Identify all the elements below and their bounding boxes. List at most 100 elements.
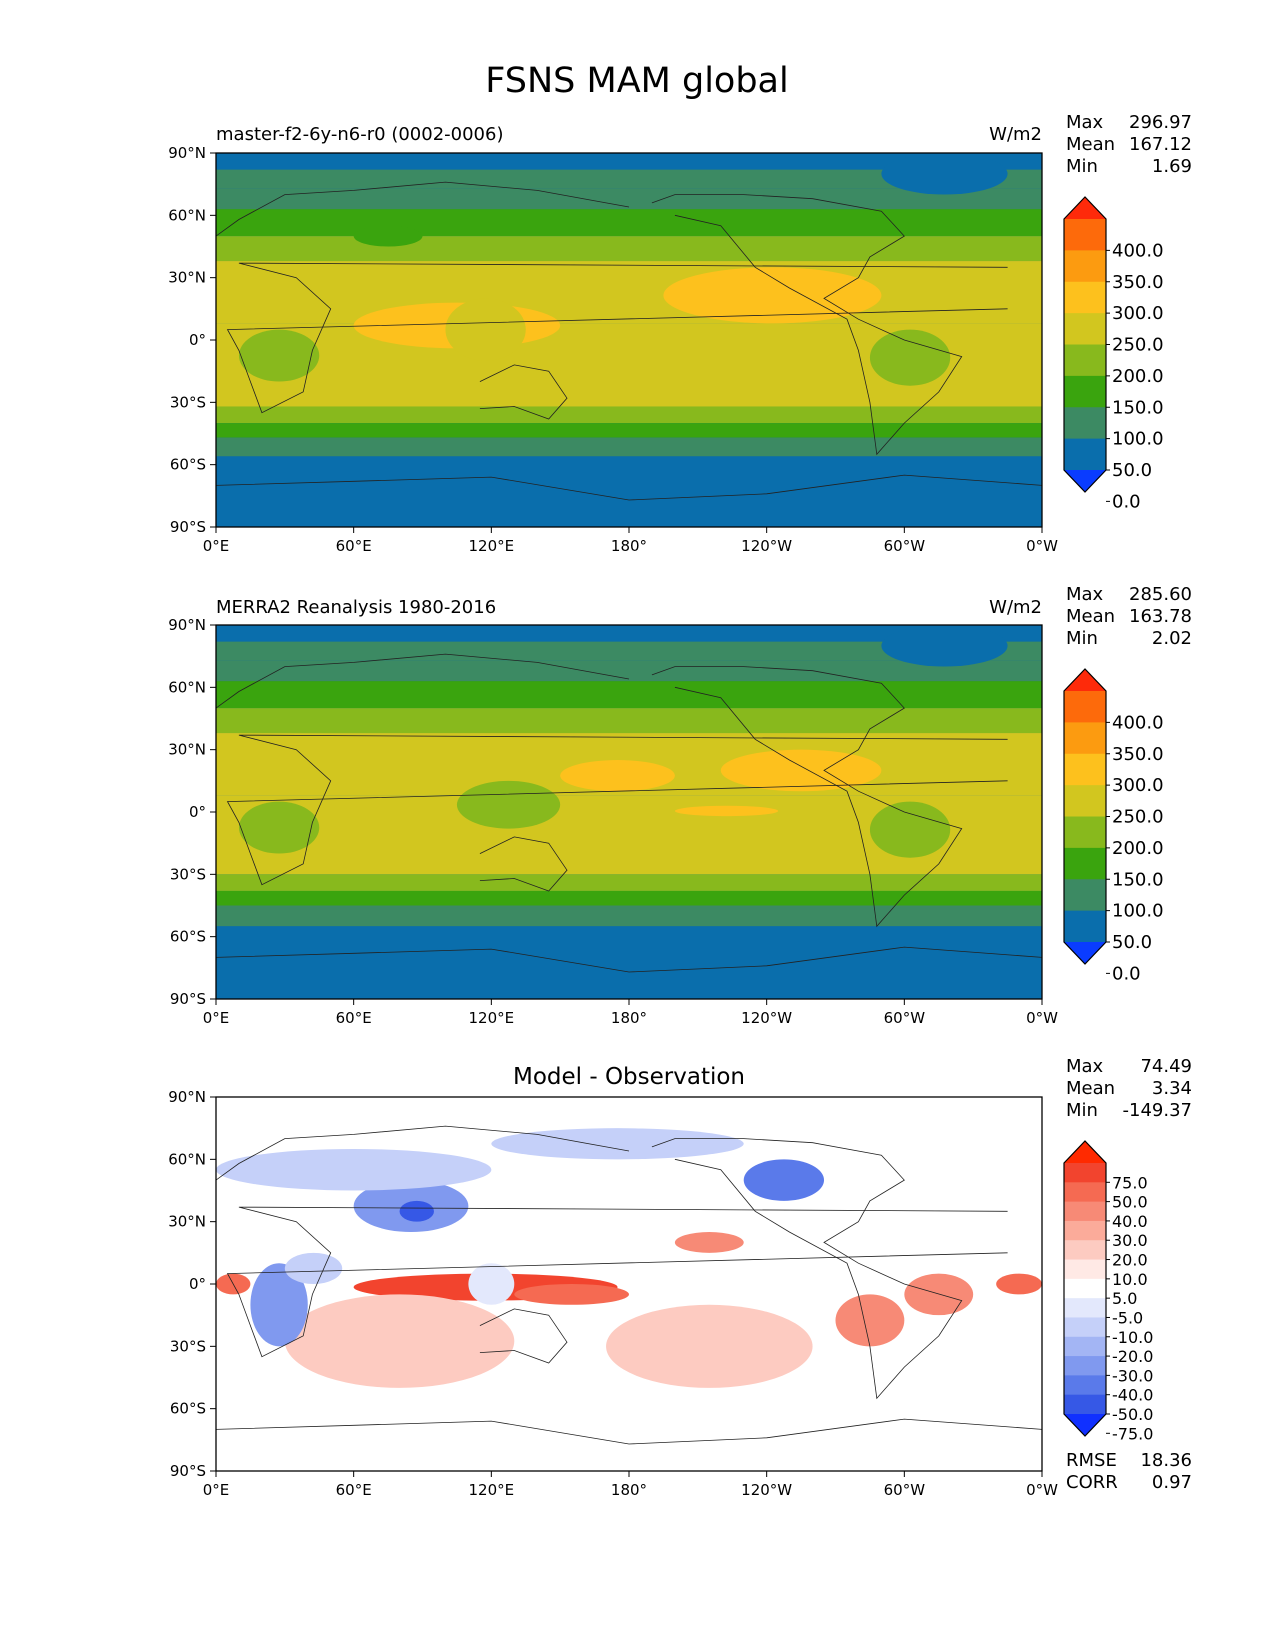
x-tick-label: 60°W — [884, 1481, 926, 1499]
colorbar-segment — [1064, 753, 1106, 786]
x-tick-label: 60°E — [336, 1481, 372, 1499]
stat-value: 167.12 — [1129, 134, 1192, 155]
colorbar-label: 0.0 — [1112, 491, 1141, 512]
zonal-band — [216, 660, 1042, 682]
y-tick-label: 90°N — [168, 616, 206, 634]
zonal-band — [216, 153, 1042, 170]
zonal-band — [216, 169, 1042, 189]
corr-value: 0.97 — [1152, 1472, 1192, 1493]
panel-obs: MERRA2 Reanalysis 1980-2016 W/m2 0°E 60°E… — [168, 584, 1192, 1027]
field-feature — [674, 1232, 744, 1253]
coastline — [216, 181, 630, 237]
zonal-band — [216, 456, 1042, 527]
coastline — [226, 1206, 1008, 1358]
stat-value: 163.78 — [1129, 606, 1192, 627]
zonal-band — [216, 261, 1042, 324]
field-feature — [674, 805, 779, 817]
metrics-diff: RMSE 18.36 CORR 0.97 — [1066, 1450, 1192, 1493]
x-tick-label: 0°E — [203, 537, 230, 555]
colorbar-label: -5.0 — [1112, 1308, 1143, 1327]
zonal-band — [216, 437, 1042, 457]
colorbar-segment — [1064, 1336, 1106, 1357]
colorbar-extend-min — [1064, 1414, 1106, 1436]
zonal-band — [216, 406, 1042, 424]
panel-left-title: master-f2-6y-n6-r0 (0002-0006) — [216, 124, 503, 145]
colorbar-label: 200.0 — [1112, 366, 1164, 387]
colorbar-label: -40.0 — [1112, 1386, 1153, 1405]
stat-label: Min — [1066, 628, 1098, 649]
field-feature — [904, 1273, 974, 1316]
colorbar-label: -10.0 — [1112, 1328, 1153, 1347]
x-tick-label: 60°E — [336, 537, 372, 555]
colorbar-label: 10.0 — [1112, 1270, 1148, 1289]
colorbar-model: 400.0 350.0 300.0 250.0 200.0 150.0 100.0 50.0 0… — [1063, 196, 1164, 512]
colorbar-segment — [1064, 1356, 1106, 1376]
stat-label: Mean — [1066, 134, 1115, 155]
stat-label: Min — [1066, 1100, 1098, 1121]
zonal-band — [216, 905, 1042, 927]
x-tick-label: 60°W — [884, 1009, 926, 1027]
axes-obs: 0°E 60°E 120°E 180° 120°W 60°W 0°W 90°N 60°N 30°N… — [168, 616, 1058, 1027]
colorbar-segment — [1064, 1240, 1106, 1261]
panel-model: master-f2-6y-n6-r0 (0002-0006) W/m2 0°E 6… — [168, 112, 1192, 555]
colorbar-extend-min — [1064, 470, 1106, 492]
field-feature — [216, 1148, 492, 1191]
y-tick-label: 60°N — [168, 1150, 206, 1168]
colorbar-label: 350.0 — [1112, 272, 1164, 293]
corr-label: CORR — [1066, 1472, 1118, 1493]
stat-label: Min — [1066, 156, 1098, 177]
zonal-band — [216, 681, 1042, 709]
y-tick-label: 60°S — [170, 456, 206, 474]
colorbar-label: 50.0 — [1112, 932, 1152, 953]
zonal-band — [216, 625, 1042, 642]
field-feature — [869, 329, 951, 386]
colorbar-label: 0.0 — [1112, 963, 1141, 984]
field-feature — [835, 1294, 905, 1347]
colorbar-label: 40.0 — [1112, 1212, 1148, 1231]
colorbar-extend-max — [1064, 1141, 1106, 1163]
colorbar-label: 30.0 — [1112, 1231, 1148, 1250]
colorbar-segment — [1064, 879, 1106, 912]
coastline — [216, 946, 1042, 973]
colorbar-segment — [1064, 375, 1106, 408]
figure-title: FSNS MAM global — [485, 61, 788, 101]
stat-value: 74.49 — [1140, 1056, 1192, 1077]
colorbar-label: -30.0 — [1112, 1366, 1153, 1385]
coastline — [479, 836, 568, 892]
y-tick-label: 30°N — [168, 269, 206, 287]
x-tick-label: 60°W — [884, 537, 926, 555]
y-tick-label: 0° — [189, 331, 206, 349]
x-tick-label: 180° — [611, 1009, 647, 1027]
colorbar-segment — [1064, 816, 1106, 849]
field-feature — [560, 760, 675, 792]
coastline — [216, 1418, 1042, 1445]
x-tick-label: 180° — [611, 1481, 647, 1499]
field-feature — [514, 1284, 630, 1305]
colorbar-label: 250.0 — [1112, 335, 1164, 356]
stat-value: 2.02 — [1152, 628, 1192, 649]
colorbar-segment — [1064, 1298, 1106, 1318]
colorbar-label: 100.0 — [1112, 901, 1164, 922]
colorbar-segment — [1064, 313, 1106, 345]
colorbar-segment — [1064, 1259, 1106, 1280]
colorbar-segment — [1064, 722, 1106, 755]
zonal-band — [216, 708, 1042, 734]
colorbar-label: 50.0 — [1112, 1193, 1148, 1212]
x-tick-label: 120°W — [741, 1009, 792, 1027]
colorbar-segment — [1064, 1317, 1106, 1338]
stat-value: 1.69 — [1152, 156, 1192, 177]
colorbar-segment — [1064, 250, 1106, 283]
colorbar-label: -50.0 — [1112, 1405, 1153, 1424]
y-tick-label: 60°S — [170, 1400, 206, 1418]
colorbar-label: 50.0 — [1112, 460, 1152, 481]
coastline — [479, 1308, 568, 1364]
colorbar-diff: 75.050.040.030.020.010.05.0-5.0-10.0-20.… — [1063, 1140, 1153, 1443]
y-tick-label: 90°N — [168, 1088, 206, 1106]
y-tick-label: 0° — [189, 1275, 206, 1293]
field-feature — [250, 1263, 308, 1347]
coastline — [651, 194, 963, 456]
y-tick-label: 30°S — [170, 393, 206, 411]
colorbar-segment — [1064, 1163, 1106, 1183]
x-tick-label: 0°E — [203, 1009, 230, 1027]
x-tick-label: 0°W — [1026, 1481, 1058, 1499]
